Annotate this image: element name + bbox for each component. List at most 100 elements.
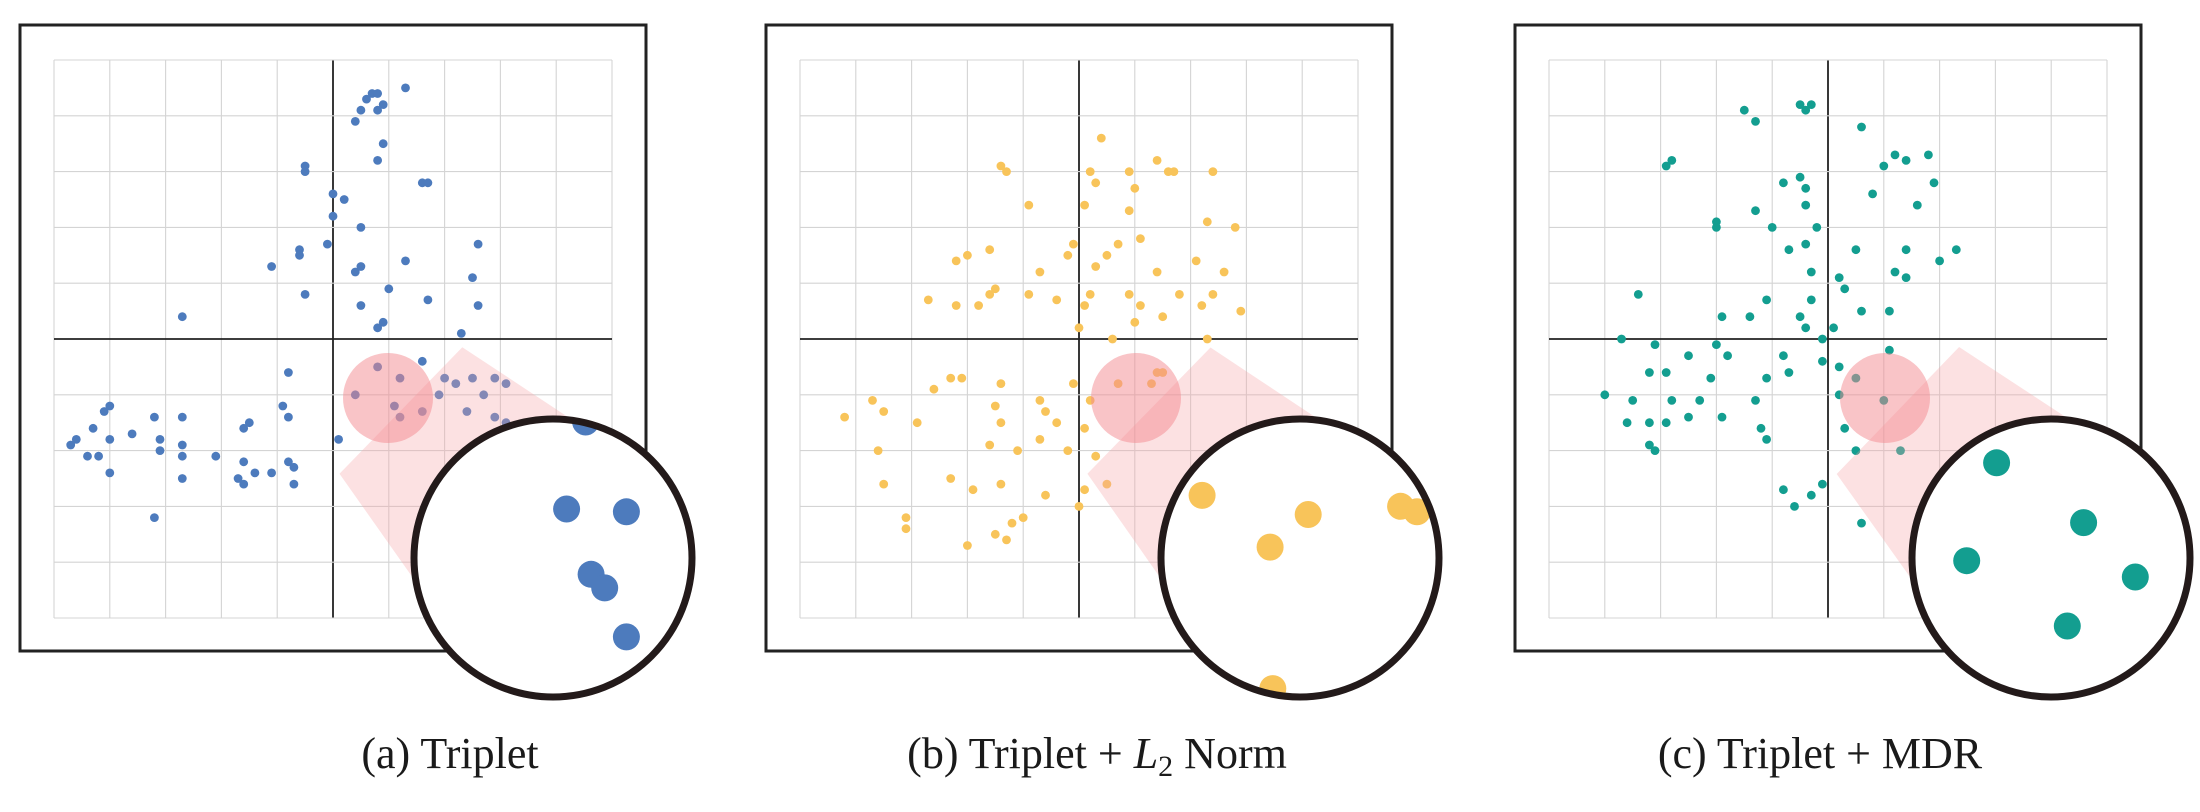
zoomed-data-point — [1294, 501, 1322, 528]
data-point — [1756, 423, 1766, 433]
data-point — [1935, 256, 1944, 266]
data-point — [267, 468, 276, 478]
data-point — [334, 435, 343, 444]
data-point — [996, 418, 1006, 428]
data-point — [1840, 284, 1850, 294]
caption-math-l: L — [1133, 729, 1158, 778]
data-point — [963, 250, 972, 260]
data-point — [289, 479, 299, 489]
data-point — [1236, 306, 1246, 316]
data-point — [150, 513, 159, 522]
data-point — [1806, 490, 1816, 500]
data-point — [462, 407, 472, 416]
data-point — [1801, 239, 1811, 249]
data-point — [1063, 250, 1073, 260]
data-point — [901, 513, 911, 522]
data-point — [1739, 105, 1749, 115]
data-point — [1806, 100, 1816, 109]
data-point — [473, 301, 483, 310]
data-point — [350, 267, 360, 277]
zoomed-data-point — [612, 623, 640, 651]
data-point — [177, 312, 187, 322]
zoomed-data-point — [553, 495, 581, 523]
data-point — [250, 468, 260, 478]
data-point — [1219, 267, 1229, 277]
data-point — [1202, 334, 1212, 344]
data-point — [1069, 239, 1078, 249]
data-point — [963, 541, 972, 550]
data-point — [1929, 178, 1939, 188]
data-point — [434, 390, 444, 400]
data-point — [1052, 295, 1062, 305]
data-point — [284, 457, 293, 467]
data-point — [440, 373, 449, 383]
data-point — [1175, 290, 1184, 299]
data-point — [423, 178, 433, 188]
data-point — [267, 262, 276, 271]
data-point — [373, 323, 382, 333]
data-point — [1801, 183, 1811, 193]
data-point — [840, 412, 849, 422]
data-point — [1890, 267, 1900, 277]
data-point — [278, 401, 288, 411]
data-point — [1751, 396, 1760, 405]
data-point — [1784, 368, 1794, 377]
data-point — [155, 435, 165, 444]
data-point — [451, 379, 461, 388]
data-point — [1851, 245, 1861, 255]
zoom-source-highlight — [1091, 353, 1181, 443]
data-point — [1035, 267, 1045, 277]
caption-text: Norm — [1173, 729, 1287, 778]
data-point — [1661, 368, 1671, 377]
data-point — [1885, 306, 1894, 316]
zoomed-data-point — [572, 422, 600, 436]
data-point — [94, 451, 103, 461]
data-point — [1102, 479, 1112, 489]
data-point — [1063, 446, 1073, 455]
data-point — [974, 301, 983, 310]
data-point — [1080, 301, 1089, 310]
data-point — [951, 301, 961, 310]
panel-triplet-mdr: (c) Triplet + MDR — [1513, 23, 2194, 778]
data-point — [1041, 490, 1050, 500]
data-point — [1818, 334, 1827, 344]
data-point — [1857, 306, 1866, 316]
data-point — [1130, 183, 1140, 193]
data-point — [1208, 167, 1218, 177]
data-point — [946, 373, 956, 383]
data-point — [1695, 396, 1705, 405]
data-point — [88, 423, 98, 433]
data-point — [1801, 323, 1811, 333]
data-point — [468, 273, 477, 282]
data-point — [1684, 412, 1693, 422]
data-point — [1806, 267, 1816, 277]
data-point — [1645, 440, 1654, 450]
data-point — [1136, 301, 1145, 310]
data-point — [468, 373, 477, 383]
data-point — [401, 256, 410, 266]
data-point — [1684, 351, 1693, 361]
data-point — [1762, 295, 1771, 305]
zoom-inset-points — [1953, 449, 2149, 640]
data-point — [1645, 418, 1654, 428]
caption-subscript: 2 — [1158, 750, 1173, 783]
data-point — [1667, 156, 1677, 165]
data-point — [501, 379, 511, 388]
data-point — [1645, 368, 1654, 377]
data-point — [1080, 200, 1089, 210]
data-point — [150, 412, 159, 422]
data-point — [1091, 178, 1101, 188]
data-point — [105, 468, 115, 478]
data-point — [1818, 356, 1827, 366]
data-point — [1007, 518, 1017, 528]
data-point — [99, 407, 109, 416]
data-point — [1812, 223, 1822, 232]
data-point — [1779, 485, 1788, 495]
data-point — [1829, 323, 1838, 333]
data-point — [901, 524, 911, 534]
data-point — [71, 435, 81, 444]
data-point — [105, 401, 115, 411]
data-point — [1191, 256, 1201, 266]
zoom-inset-background — [1164, 422, 1436, 694]
data-point — [1124, 206, 1134, 216]
